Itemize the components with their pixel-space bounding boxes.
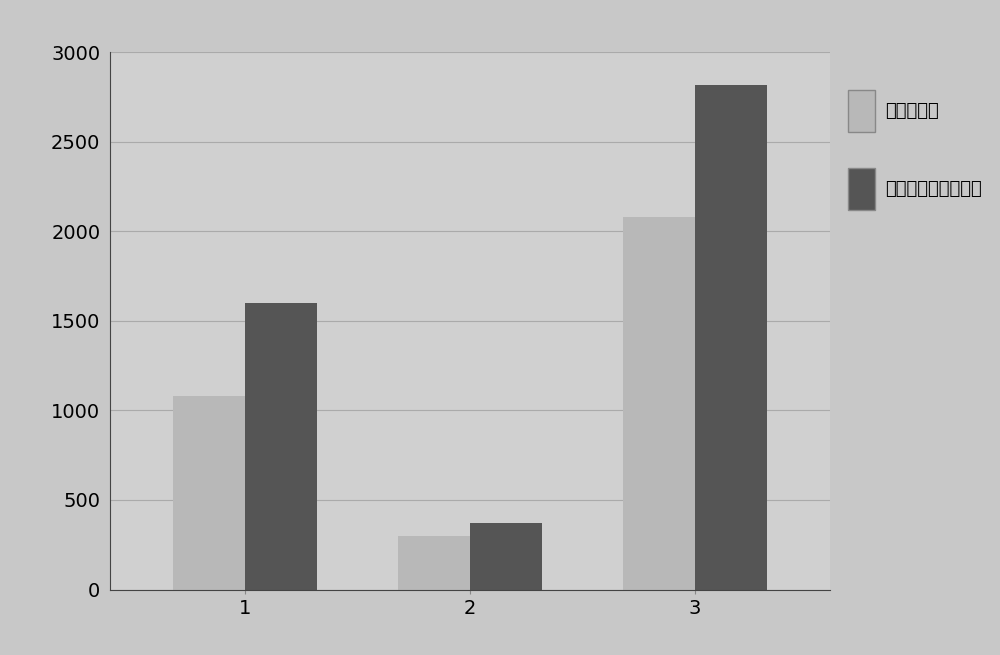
Text: 自适应方法: 自适应方法 (885, 102, 939, 120)
Bar (398, 536, 470, 590)
Bar (173, 396, 245, 590)
Bar (245, 303, 317, 590)
Bar (695, 84, 767, 590)
FancyBboxPatch shape (848, 90, 874, 132)
Bar (470, 523, 542, 590)
Text: 基于电离层探测方法: 基于电离层探测方法 (885, 179, 982, 198)
FancyBboxPatch shape (848, 168, 874, 210)
Bar (623, 217, 695, 590)
